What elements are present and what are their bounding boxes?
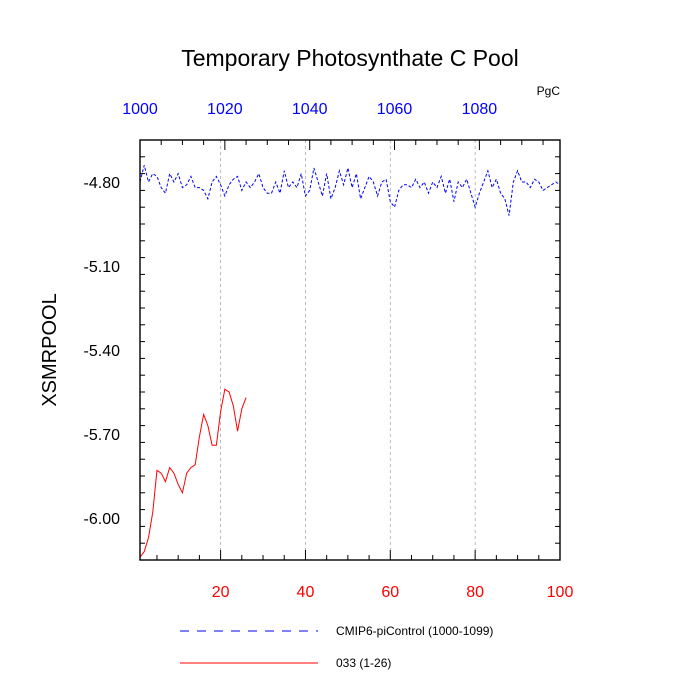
x-bottom-tick-label-40: 40 [297,584,315,601]
x-top-tick-label-1080: 1080 [462,101,498,118]
y-tick-label-0: -4.80 [84,175,121,192]
x-bottom-tick-label-60: 60 [381,584,399,601]
axes [139,139,561,561]
y-tick-label-1: -5.10 [84,259,121,276]
y-tick-label-4: -6.00 [84,511,121,528]
y-tick-label-2: -5.40 [84,343,121,360]
x-top-tick-label-1040: 1040 [292,101,328,118]
x-bottom-tick-label-20: 20 [212,584,230,601]
legend-label-piControl: CMIP6-piControl (1000-1099) [336,624,493,638]
x-bottom-tick-label-100: 100 [547,584,574,601]
x-bottom-tick-label-80: 80 [466,584,484,601]
y-tick-label-3: -5.70 [84,427,121,444]
x-top-tick-label-1020: 1020 [207,101,243,118]
legend-label-033: 033 (1-26) [336,656,391,670]
x-top-tick-label-1060: 1060 [377,101,413,118]
legend: CMIP6-piControl (1000-1099) 033 (1-26) [180,624,493,670]
y-axis-label: XSMRPOOL [39,293,61,406]
series-line-1 [139,388,247,558]
series-lines [139,165,561,558]
x-top-tick-label-1000: 1000 [122,101,158,118]
series-line-0 [139,165,561,216]
tick-labels: 20 40 60 80 100 1000 1020 1040 1060 1080 -4.80 -5.1… [84,101,574,601]
plot-frame [139,139,561,561]
unit-label: PgC [537,84,561,98]
grid-lines [220,140,476,560]
chart-title: Temporary Photosynthate C Pool [181,45,519,71]
